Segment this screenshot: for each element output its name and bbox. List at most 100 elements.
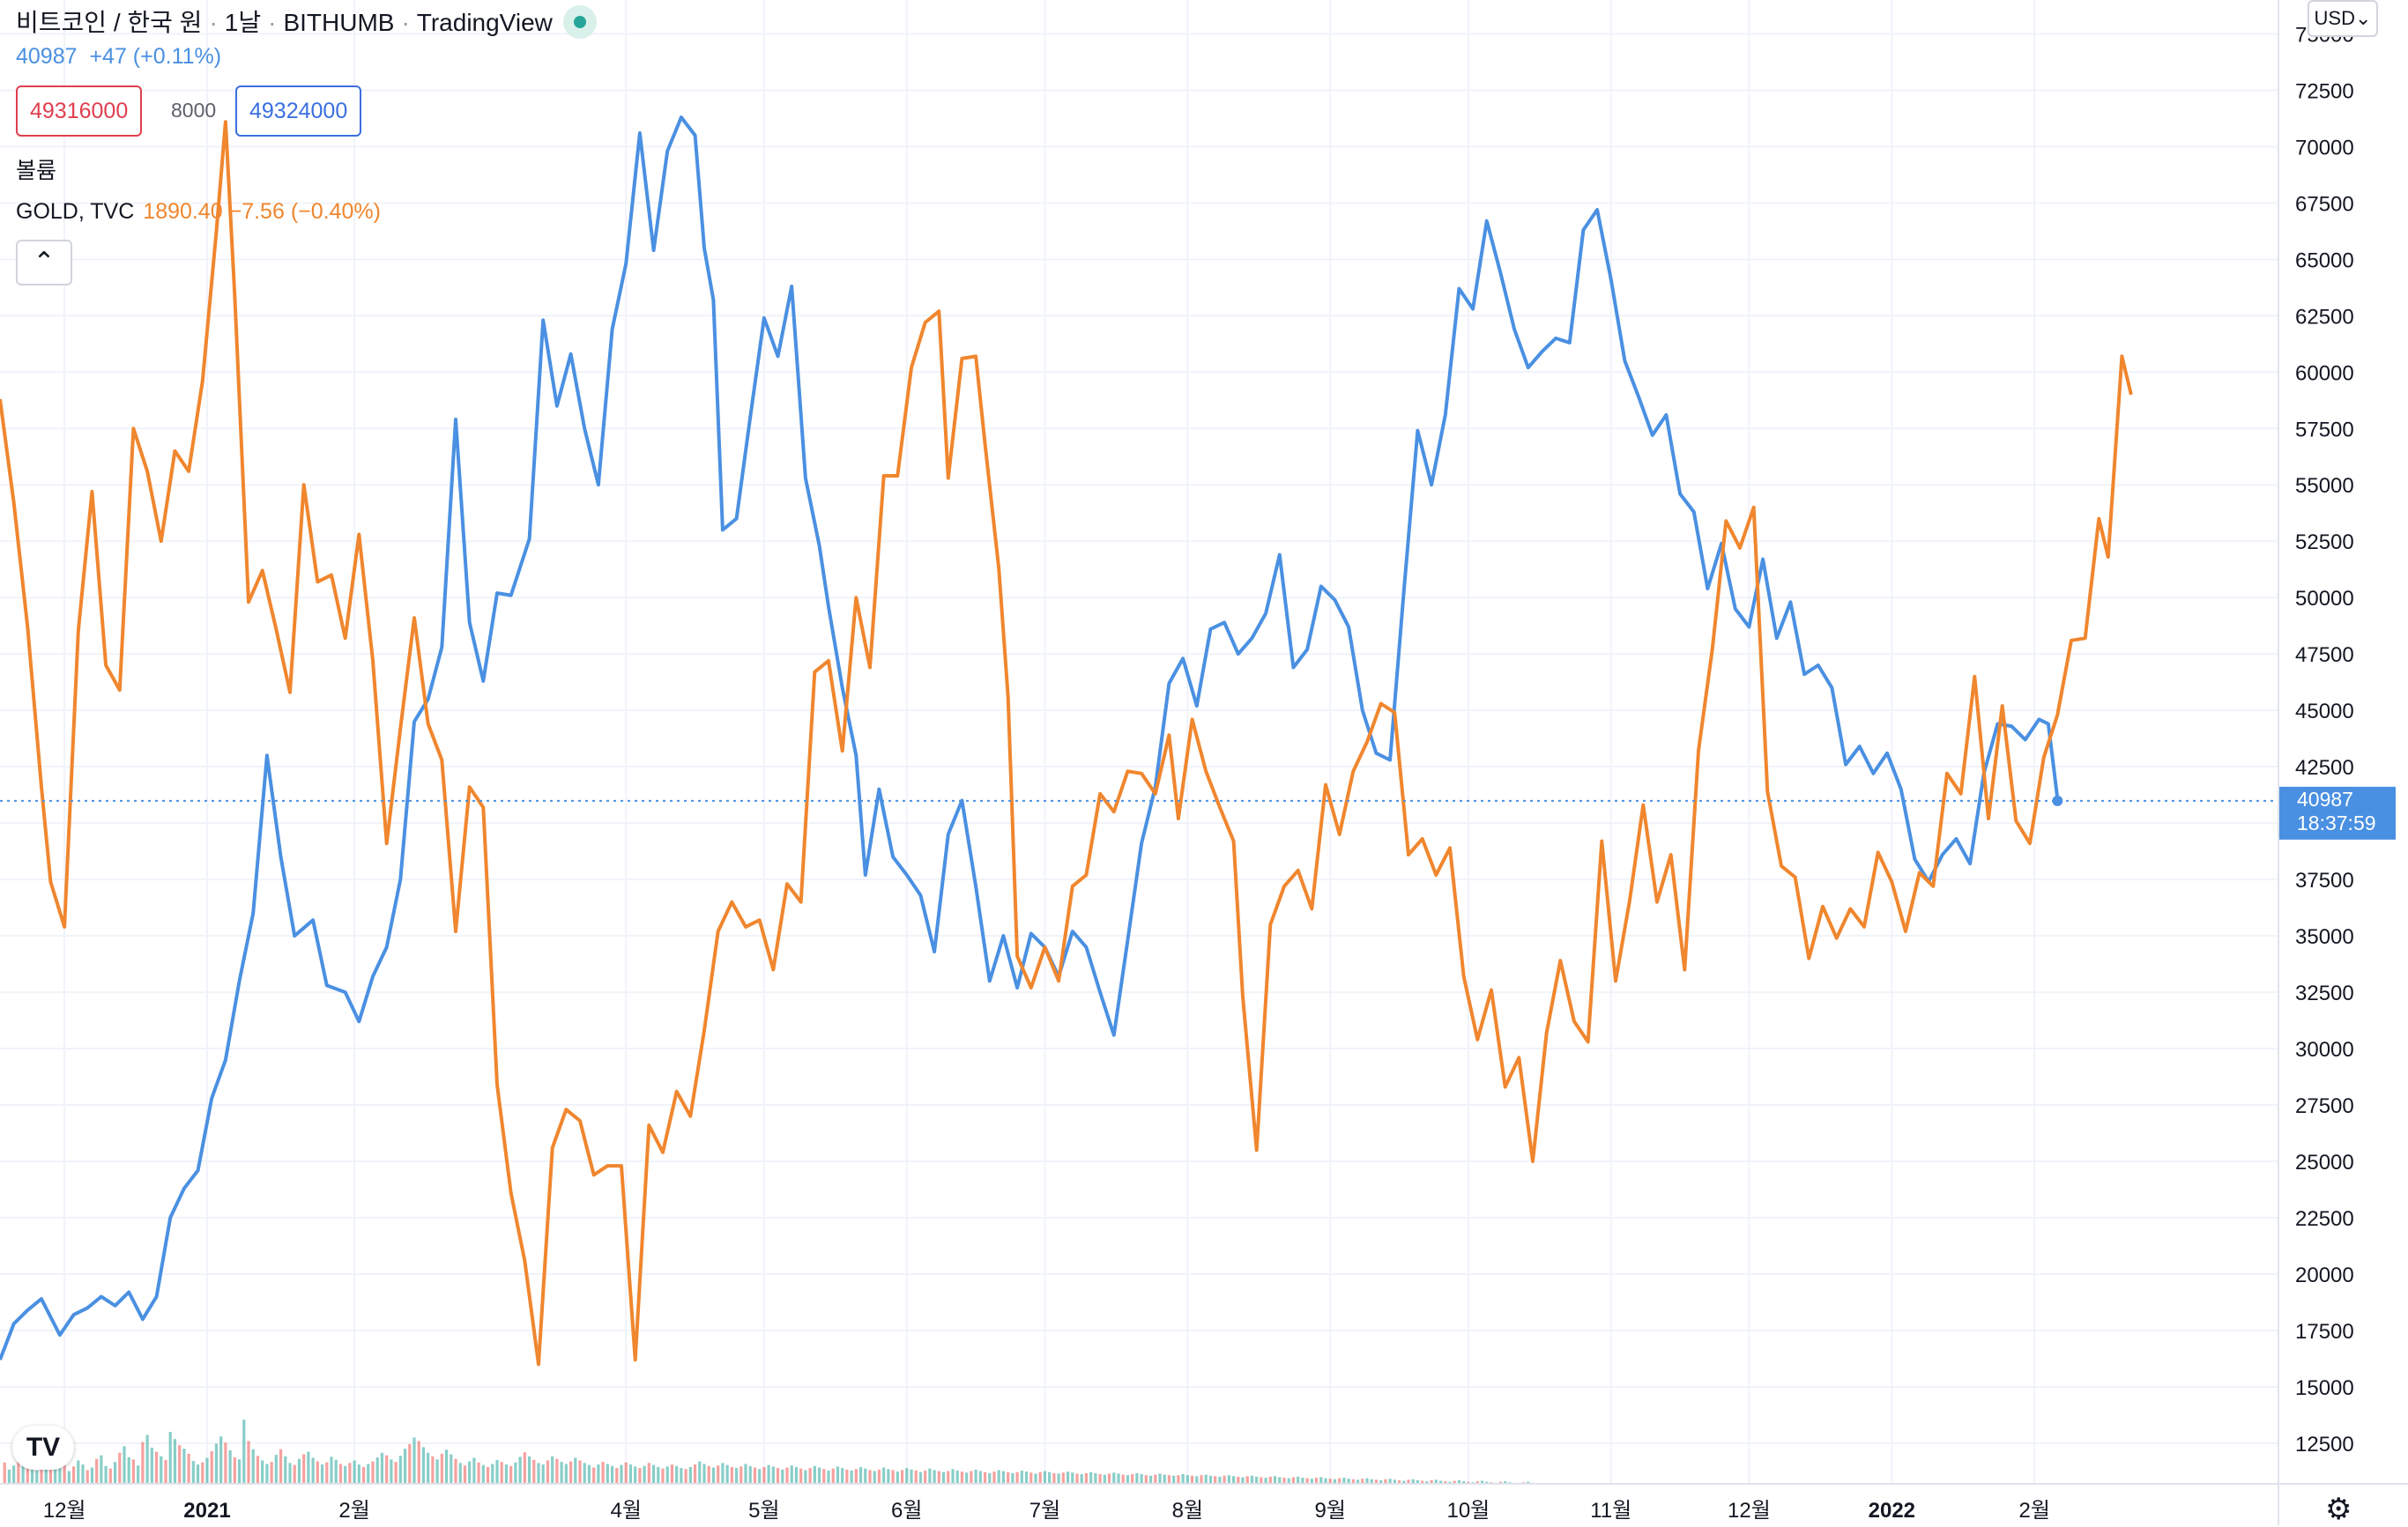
volume-bar (297, 1458, 301, 1484)
volume-bar (688, 1466, 692, 1484)
volume-bar (1071, 1472, 1074, 1484)
volume-bar (371, 1461, 375, 1484)
y-tick-label: 55000 (2295, 474, 2354, 498)
volume-bar (597, 1464, 600, 1484)
volume-bar (67, 1471, 71, 1484)
chart-grid (0, 0, 2278, 1484)
volume-bar (1255, 1476, 1259, 1484)
volume-bar (242, 1420, 246, 1484)
compare-legend[interactable]: GOLD, TVC 1890.40 −7.56 (−0.40%) (16, 199, 381, 225)
tradingview-logo-icon[interactable]: TV (12, 1426, 74, 1470)
volume-bar (100, 1455, 103, 1484)
time-axis[interactable]: 12월 2021 2월 4월 5월 6월 7월 8월 9월 10월 11월 12월 2022 2월 (0, 1483, 2408, 1523)
price-axis[interactable]: 12500 15000 17500 20000 22500 25000 27500 30000… (2278, 0, 2354, 1525)
x-tick-label: 8월 (1172, 1499, 1203, 1523)
volume-bars (3, 1420, 1539, 1484)
volume-bar (145, 1434, 149, 1484)
volume-bar (214, 1443, 219, 1484)
volume-bar (1374, 1479, 1379, 1484)
volume-bar (182, 1449, 186, 1484)
volume-bar (1273, 1476, 1277, 1484)
volume-bar (1438, 1480, 1443, 1484)
volume-bar (344, 1465, 347, 1484)
volume-bar (307, 1451, 310, 1484)
volume-bar (85, 1470, 89, 1484)
volume-bar (1319, 1477, 1323, 1484)
volume-bar (1342, 1478, 1346, 1484)
volume-legend[interactable]: 볼륨 (16, 159, 57, 183)
volume-bar (205, 1457, 209, 1484)
ask-price-button[interactable]: 49324000 (235, 85, 362, 137)
volume-bar (882, 1467, 886, 1484)
volume-bar (1190, 1475, 1194, 1484)
volume-bar (1172, 1475, 1176, 1484)
volume-bar (1140, 1474, 1143, 1484)
volume-bar (827, 1470, 830, 1484)
volume-bar (1158, 1473, 1162, 1484)
volume-bar (564, 1464, 568, 1484)
price-change: +47 (+0.11%) (89, 44, 222, 69)
volume-bar (1250, 1475, 1254, 1484)
volume-bar (651, 1464, 656, 1484)
volume-bar (1103, 1474, 1106, 1484)
volume-bar (385, 1455, 389, 1484)
volume-bar (1075, 1473, 1079, 1484)
volume-bar (978, 1471, 982, 1484)
y-tick-label: 67500 (2295, 192, 2354, 216)
volume-bar (201, 1462, 204, 1484)
volume-bar (717, 1465, 720, 1484)
volume-bar (725, 1464, 729, 1484)
legend-collapse-button[interactable]: ⌃ (16, 240, 72, 285)
volume-bar (941, 1471, 946, 1484)
volume-bar (1453, 1480, 1456, 1484)
volume-bar (537, 1463, 540, 1484)
volume-bar (924, 1470, 927, 1484)
volume-bar (270, 1462, 273, 1484)
volume-bar (1029, 1472, 1033, 1484)
volume-bar (1397, 1479, 1401, 1484)
volume-bar (288, 1463, 292, 1484)
volume-bar (680, 1468, 683, 1484)
volume-bar (228, 1449, 232, 1484)
bid-price-button[interactable]: 49316000 (16, 85, 143, 137)
x-tick-label: 12월 (43, 1499, 86, 1523)
volume-bar (845, 1469, 849, 1484)
volume-bar (477, 1462, 480, 1484)
y-tick-label: 30000 (2295, 1038, 2354, 1062)
volume-bar (113, 1462, 117, 1484)
x-tick-label: 7월 (1029, 1499, 1060, 1523)
volume-bar (440, 1453, 443, 1484)
volume-bar (427, 1452, 430, 1484)
volume-bar (574, 1457, 577, 1484)
volume-bar (1066, 1471, 1070, 1484)
current-price-value: 40987 (2297, 788, 2353, 811)
volume-bar (398, 1456, 402, 1484)
volume-bar (1268, 1476, 1272, 1484)
volume-bar (1048, 1471, 1052, 1484)
y-tick-label: 52500 (2295, 530, 2354, 554)
volume-bar (841, 1468, 844, 1484)
gear-icon[interactable]: ⚙ (2325, 1493, 2352, 1526)
volume-bar (836, 1466, 840, 1484)
volume-bar (1038, 1471, 1042, 1484)
currency-selector[interactable]: USD⌄ (2308, 0, 2378, 37)
volume-bar (191, 1461, 195, 1484)
volume-bar (77, 1460, 80, 1484)
x-tick-label: 2월 (2019, 1499, 2050, 1523)
x-tick-label: 5월 (748, 1499, 779, 1523)
volume-bar (338, 1464, 343, 1484)
symbol-legend[interactable]: 비트코인 / 한국 원 · 1날 · BITHUMB · TradingView (16, 4, 597, 41)
x-tick-label: 9월 (1315, 1499, 1346, 1523)
volume-bar (634, 1466, 637, 1484)
volume-bar (1384, 1479, 1387, 1484)
volume-bar (794, 1466, 799, 1484)
x-tick-label: 4월 (611, 1499, 642, 1523)
volume-bar (302, 1454, 306, 1484)
volume-bar (546, 1460, 550, 1484)
volume-bar (1430, 1479, 1433, 1484)
volume-bar (504, 1464, 509, 1484)
volume-bar (1223, 1475, 1226, 1484)
volume-bar (30, 1464, 34, 1484)
volume-bar (864, 1468, 867, 1484)
